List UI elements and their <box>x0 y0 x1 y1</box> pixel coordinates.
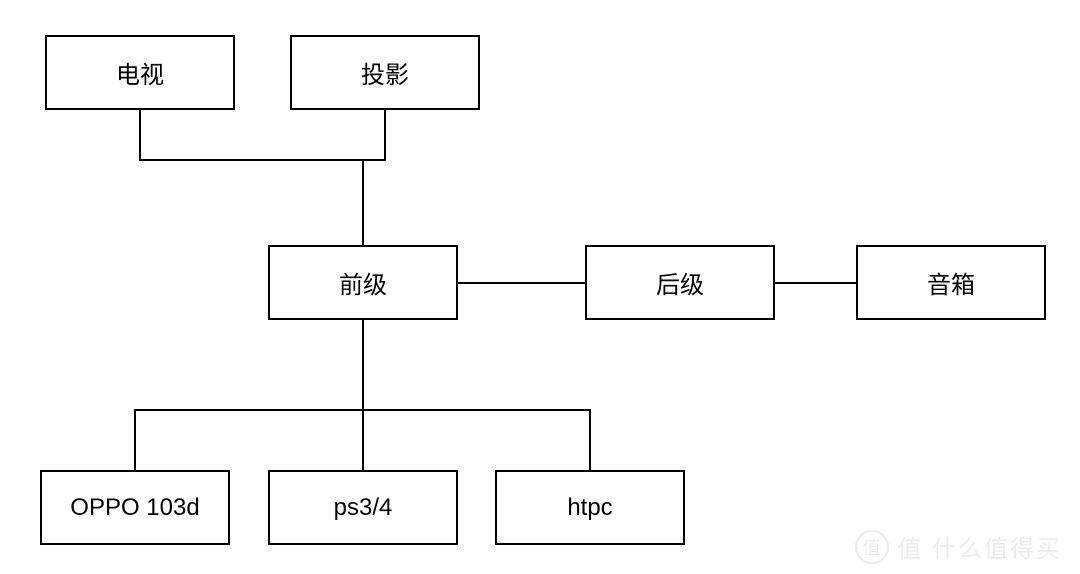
node-htpc: htpc <box>495 470 685 545</box>
node-label: 音箱 <box>927 265 975 300</box>
edge-proj-preamp <box>363 110 385 245</box>
node-speaker: 音箱 <box>856 245 1046 320</box>
node-tv: 电视 <box>45 35 235 110</box>
watermark: 值 值 什么值得买 <box>855 529 1062 564</box>
watermark-icon: 值 <box>855 530 889 564</box>
node-projector: 投影 <box>290 35 480 110</box>
edge-preamp-oppo <box>135 320 363 470</box>
watermark-text: 值 什么值得买 <box>897 529 1062 564</box>
node-poweramp: 后级 <box>585 245 775 320</box>
node-label: htpc <box>567 494 612 522</box>
node-label: OPPO 103d <box>70 494 199 522</box>
node-label: 投影 <box>361 55 409 90</box>
edge-tv-preamp <box>140 110 363 245</box>
diagram-canvas: 电视 投影 前级 后级 音箱 OPPO 103d ps3/4 htpc 值 值 … <box>0 0 1080 574</box>
node-label: 电视 <box>116 55 164 90</box>
node-label: 前级 <box>339 265 387 300</box>
node-oppo: OPPO 103d <box>40 470 230 545</box>
node-label: 后级 <box>656 265 704 300</box>
node-ps: ps3/4 <box>268 470 458 545</box>
node-preamp: 前级 <box>268 245 458 320</box>
edge-preamp-htpc <box>363 320 590 470</box>
node-label: ps3/4 <box>334 494 393 522</box>
